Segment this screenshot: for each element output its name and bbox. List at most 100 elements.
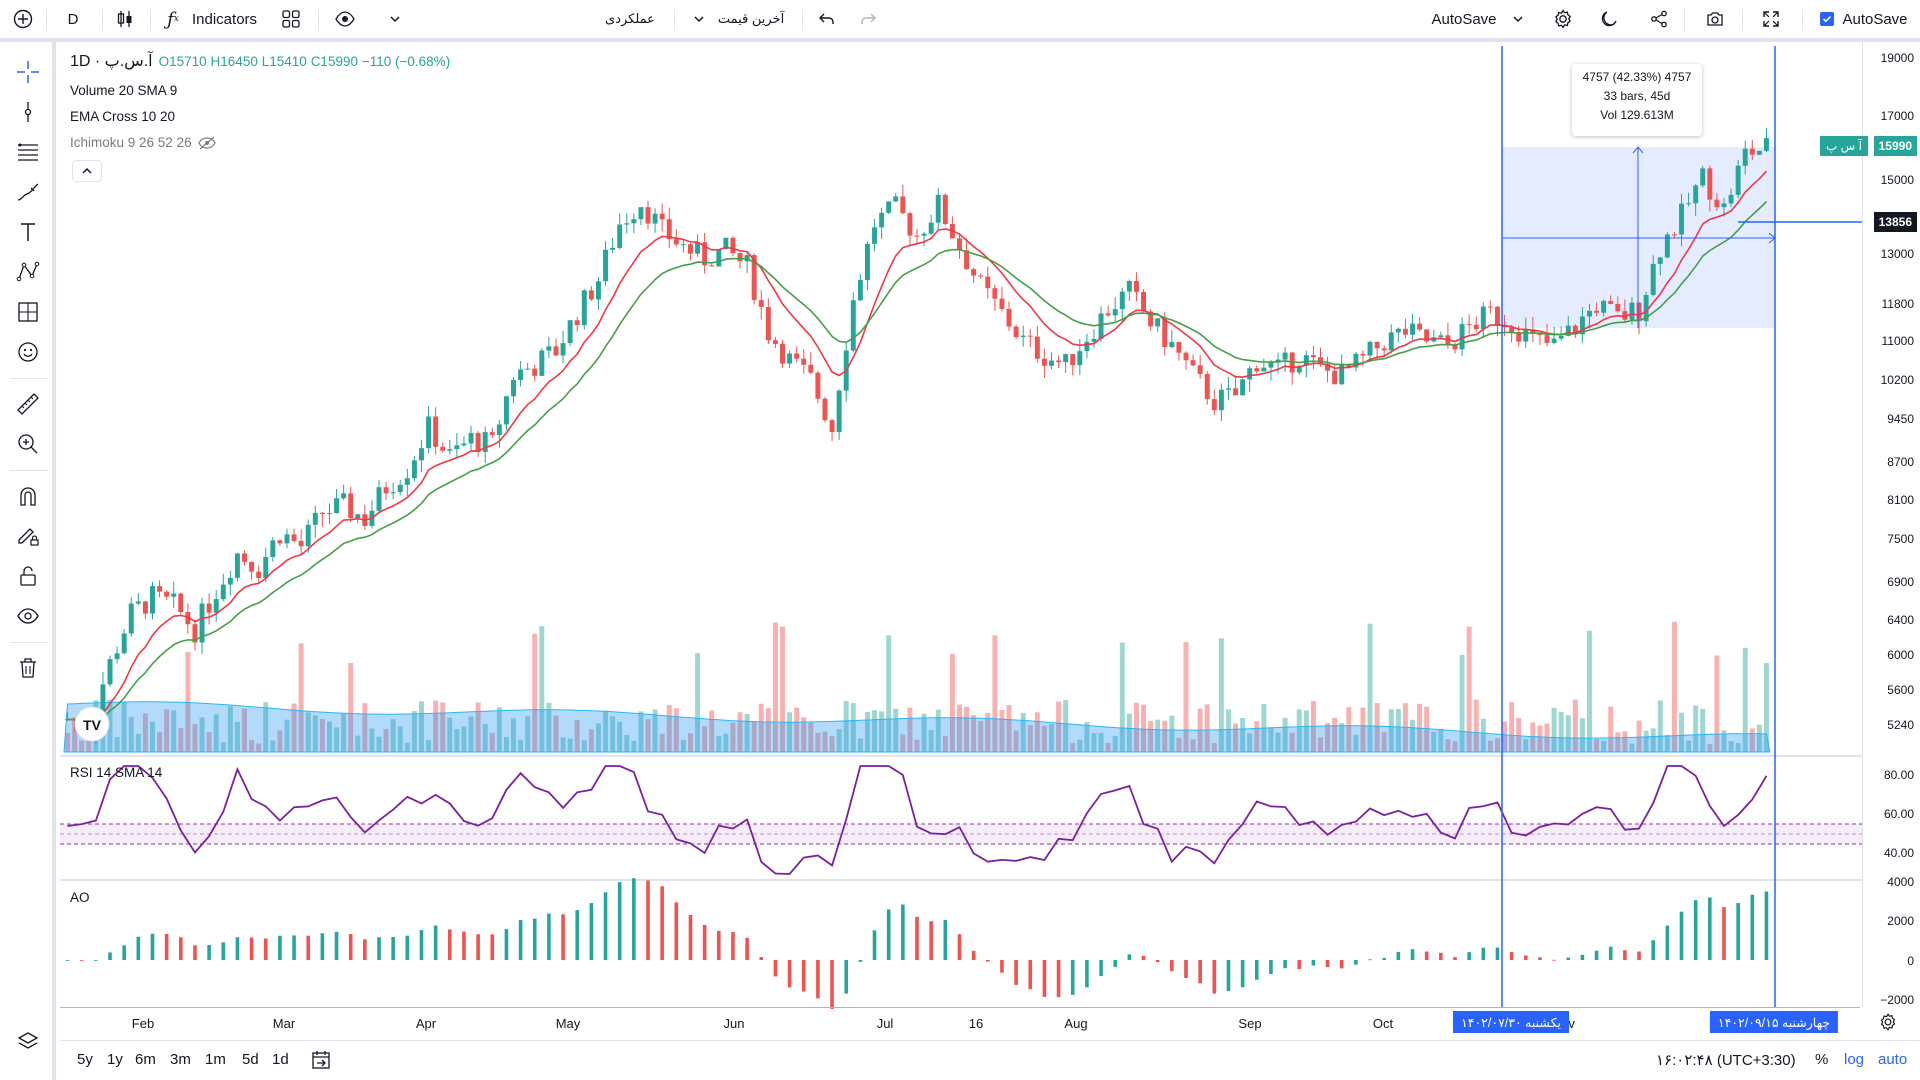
volume-bar bbox=[72, 717, 78, 752]
volume-bar bbox=[581, 740, 587, 752]
symbol-title[interactable]: آ.س.پ · 1D bbox=[70, 52, 153, 70]
percent-toggle[interactable]: % bbox=[1815, 1051, 1829, 1068]
fib-tool[interactable] bbox=[10, 134, 46, 170]
measure-tool[interactable] bbox=[10, 294, 46, 330]
ruler-tool[interactable] bbox=[10, 386, 46, 422]
rsi-layer bbox=[67, 765, 1768, 875]
axis-settings-button[interactable] bbox=[1878, 1012, 1898, 1037]
range-6m-button[interactable]: 6m bbox=[135, 1051, 156, 1068]
range-1d-button[interactable]: 1d bbox=[272, 1051, 289, 1068]
range-3m-button[interactable]: 3m bbox=[170, 1051, 191, 1068]
auto-toggle[interactable]: auto bbox=[1878, 1051, 1908, 1068]
volume-bar bbox=[355, 735, 361, 752]
undo-button[interactable] bbox=[814, 0, 840, 38]
magnet-tool[interactable] bbox=[10, 478, 46, 514]
ao-bar bbox=[1495, 947, 1500, 960]
range-1y-button[interactable]: 1y bbox=[107, 1051, 123, 1068]
candle-body bbox=[227, 577, 233, 585]
chart-type-button[interactable] bbox=[110, 0, 140, 38]
range-1m-button[interactable]: 1m bbox=[205, 1051, 226, 1068]
volume-bar bbox=[227, 706, 233, 752]
eye-hidden-icon[interactable] bbox=[197, 136, 216, 150]
hide-drawings-tool[interactable] bbox=[10, 598, 46, 634]
log-toggle[interactable]: log bbox=[1844, 1051, 1865, 1068]
candle-body bbox=[312, 512, 318, 525]
price-source-dropdown[interactable]: آخرین قیمت bbox=[686, 0, 786, 38]
goto-date-button[interactable] bbox=[310, 1049, 332, 1075]
fullscreen-button[interactable] bbox=[1756, 0, 1786, 38]
candle-body bbox=[787, 353, 793, 364]
autosave-dropdown[interactable]: AutoSave bbox=[1430, 0, 1530, 38]
pattern-tool[interactable] bbox=[10, 254, 46, 290]
volume-bar bbox=[496, 707, 502, 752]
volume-bar bbox=[574, 720, 580, 752]
indicator-row[interactable]: EMA Cross 10 20 bbox=[70, 108, 175, 126]
settings-button[interactable] bbox=[1548, 0, 1578, 38]
ao-bar bbox=[1467, 952, 1471, 960]
stay-in-drawing-tool[interactable] bbox=[10, 518, 46, 554]
ao-bar bbox=[179, 937, 183, 960]
candle-body bbox=[242, 553, 247, 562]
ao-bar bbox=[433, 925, 438, 960]
indicator-row[interactable]: Volume 20 SMA 9 bbox=[70, 82, 177, 100]
candle-body bbox=[1537, 333, 1543, 336]
lock-tool[interactable] bbox=[10, 558, 46, 594]
crosshair-tool[interactable] bbox=[10, 54, 46, 90]
redo-button[interactable] bbox=[855, 0, 881, 38]
ao-bar bbox=[759, 957, 764, 960]
theme-toggle-button[interactable] bbox=[1594, 0, 1624, 38]
ao-label[interactable]: AO bbox=[70, 890, 90, 905]
indicator-ema-cross[interactable]: EMA Cross 10 20 bbox=[70, 109, 176, 124]
volume-bar bbox=[886, 635, 892, 752]
candle-body bbox=[864, 243, 870, 281]
timezone-clock[interactable]: ۱۶:۰۲:۴۸ (UTC+3:30) bbox=[1656, 1052, 1796, 1069]
candle-body bbox=[1225, 388, 1231, 390]
brush-tool[interactable] bbox=[10, 174, 46, 210]
range-5d-button[interactable]: 5d bbox=[242, 1051, 259, 1068]
trend-line-tool[interactable] bbox=[10, 94, 46, 130]
emoji-tool[interactable] bbox=[10, 334, 46, 370]
remove-drawings-tool[interactable] bbox=[10, 650, 46, 686]
volume-bar bbox=[1615, 732, 1621, 752]
time-axis[interactable]: Feb Mar Apr May Jun Jul 16 Aug Sep Oct o… bbox=[60, 1007, 1860, 1037]
range-5y-button[interactable]: 5y bbox=[77, 1051, 93, 1068]
volume-bar bbox=[1346, 707, 1352, 752]
indicator-row[interactable]: Ichimoku 9 26 52 26 bbox=[70, 134, 216, 152]
candle-body bbox=[461, 443, 467, 446]
visibility-dropdown[interactable] bbox=[382, 0, 408, 38]
candle-body bbox=[765, 306, 771, 341]
volume-bar bbox=[680, 739, 686, 752]
price-label: 8700 bbox=[1887, 455, 1914, 469]
volume-bar bbox=[1459, 654, 1465, 752]
volume-bar bbox=[489, 733, 495, 752]
candle-body bbox=[1502, 324, 1508, 328]
templates-button[interactable] bbox=[276, 0, 306, 38]
candle-body bbox=[595, 281, 601, 300]
snapshot-button[interactable] bbox=[1700, 0, 1730, 38]
price-axis[interactable]: 19000 17000 15000 13000 11800 11000 1020… bbox=[1862, 42, 1920, 1007]
object-tree-button[interactable] bbox=[10, 1024, 46, 1060]
volume-bar bbox=[475, 702, 481, 752]
indicator-ichimoku[interactable]: Ichimoku 9 26 52 26 bbox=[70, 135, 192, 150]
candle-body bbox=[999, 298, 1005, 309]
indicator-volume[interactable]: Volume 20 SMA 9 bbox=[70, 83, 178, 98]
candle-body bbox=[284, 534, 290, 544]
ao-bar bbox=[632, 878, 636, 960]
separator bbox=[10, 470, 48, 471]
layout-name[interactable]: عملکردی bbox=[590, 0, 670, 38]
candle-body bbox=[1707, 168, 1713, 200]
collapse-legend-button[interactable] bbox=[72, 160, 102, 182]
text-tool[interactable] bbox=[10, 214, 46, 250]
add-symbol-button[interactable] bbox=[8, 0, 38, 38]
rsi-label[interactable]: RSI 14 SMA 14 bbox=[70, 765, 163, 780]
ao-bar bbox=[1155, 960, 1160, 963]
interval-button[interactable]: D bbox=[58, 0, 88, 38]
ao-bar bbox=[858, 960, 863, 962]
autosave-checkbox[interactable]: AutoSave bbox=[1816, 0, 1912, 38]
visibility-button[interactable] bbox=[330, 0, 360, 38]
zoom-tool[interactable] bbox=[10, 426, 46, 462]
volume-bar bbox=[1318, 737, 1323, 752]
share-button[interactable] bbox=[1644, 0, 1674, 38]
